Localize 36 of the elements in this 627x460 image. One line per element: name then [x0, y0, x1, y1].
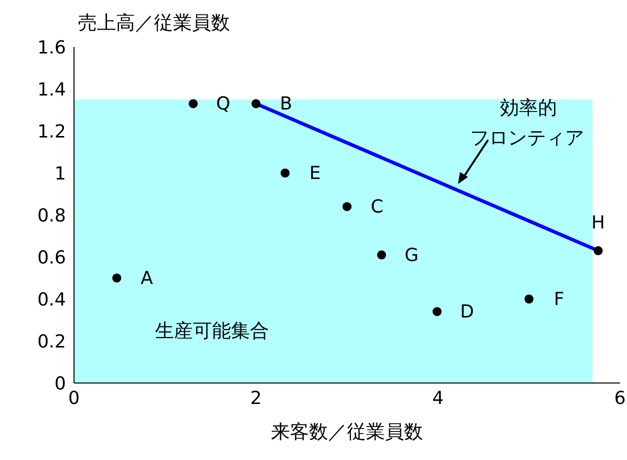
annotation: 生産可能集合 [155, 319, 269, 344]
point [251, 99, 261, 108]
y-axis-title: 売上高／従業員数 [78, 11, 230, 36]
annotation: フロンティア [470, 126, 584, 151]
y-tick-label: 1.6 [37, 37, 66, 58]
y-tick-label: 0.8 [37, 205, 66, 226]
annotation: C [370, 196, 384, 218]
point [432, 307, 442, 316]
y-tick-label: 0.2 [37, 331, 66, 352]
x-tick-label: 4 [432, 388, 444, 409]
y-tick-label: 0 [54, 373, 66, 394]
x-tick-label: 6 [614, 388, 626, 409]
point [377, 250, 386, 260]
annotation: E [309, 163, 321, 184]
y-tick-label: 0.6 [37, 247, 66, 268]
annotation: Q [216, 94, 230, 115]
point [524, 294, 534, 304]
annotation: A [140, 268, 154, 289]
annotation: G [404, 244, 419, 266]
point [342, 202, 352, 212]
annotation: F [554, 289, 564, 310]
annotation: D [460, 302, 474, 323]
point [594, 246, 603, 256]
x-axis-title: 来客数／従業員数 [271, 421, 423, 443]
x-tick-label: 2 [250, 388, 262, 409]
annotation: H [591, 212, 605, 234]
point [280, 168, 290, 178]
y-tick-label: 0.4 [37, 289, 66, 310]
point [188, 99, 198, 108]
annotation: B [280, 94, 292, 115]
annotation: 効率的 [500, 96, 557, 121]
y-tick-label: 1.2 [37, 121, 66, 142]
y-tick-label: 1.4 [37, 79, 66, 100]
y-tick-label: 1 [54, 163, 66, 184]
x-tick-label: 0 [68, 388, 80, 409]
point [112, 273, 122, 283]
